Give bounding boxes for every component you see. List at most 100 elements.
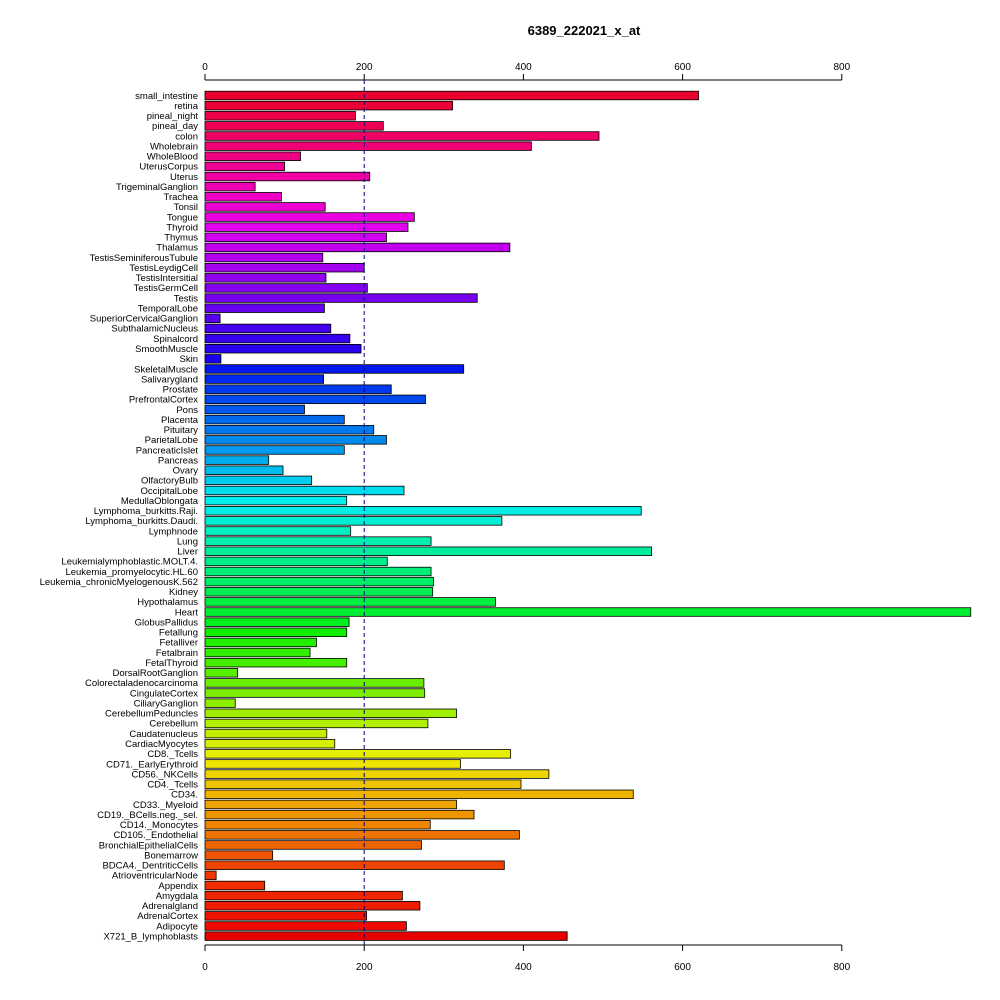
bar-colon xyxy=(204,131,600,141)
category-label-Fetallung: Fetallung xyxy=(159,628,198,639)
category-label-CD56._NKCells: CD56._NKCells xyxy=(131,769,198,780)
category-label-Hypothalamus: Hypothalamus xyxy=(137,597,198,608)
bar-ParietalLobe xyxy=(204,435,387,445)
bar-SkeletalMuscle xyxy=(204,364,465,374)
category-label-Thyroid: Thyroid xyxy=(166,222,198,233)
bar-CD71._EarlyErythroid xyxy=(204,759,461,769)
bar-CD14._Monocytes xyxy=(204,820,431,830)
category-label-Colorectaladenocarcinoma: Colorectaladenocarcinoma xyxy=(85,678,199,689)
category-label-CD105._Endothelial: CD105._Endothelial xyxy=(113,830,198,841)
category-label-TestisSeminiferousTubule: TestisSeminiferousTubule xyxy=(90,253,198,264)
category-label-Appendix: Appendix xyxy=(158,881,198,892)
bar-TestisIntersitial xyxy=(204,273,327,283)
category-label-colon: colon xyxy=(175,131,198,142)
category-label-Thymus: Thymus xyxy=(164,233,198,244)
bar-OccipitalLobe xyxy=(204,485,405,496)
category-label-Uterus: Uterus xyxy=(170,172,198,183)
category-label-Fetalbrain: Fetalbrain xyxy=(156,648,198,659)
category-label-TrigeminalGanglion: TrigeminalGanglion xyxy=(116,182,198,193)
category-label-Lymphnode: Lymphnode xyxy=(149,526,198,537)
bar-Leukemia_chronicMyelogenousK.562 xyxy=(204,576,434,587)
category-label-OccipitalLobe: OccipitalLobe xyxy=(140,486,198,497)
category-label-SubthalamicNucleus: SubthalamicNucleus xyxy=(111,324,198,335)
category-label-CingulateCortex: CingulateCortex xyxy=(130,688,198,699)
bar-CD34. xyxy=(204,789,634,800)
category-label-SuperiorCervicalGanglion: SuperiorCervicalGanglion xyxy=(90,314,198,325)
category-label-AtrioventricularNode: AtrioventricularNode xyxy=(112,871,198,882)
bar-Wholebrain xyxy=(204,141,532,151)
category-label-pineal_day: pineal_day xyxy=(152,121,198,132)
bar-Skin xyxy=(204,354,222,364)
bar-Prostate xyxy=(204,384,392,394)
category-label-CiliaryGanglion: CiliaryGanglion xyxy=(134,698,198,709)
x-axis-top: 0 200 400 600 800 xyxy=(202,62,851,81)
bar-Adipocyte xyxy=(204,921,407,931)
category-label-ParietalLobe: ParietalLobe xyxy=(145,435,198,446)
category-label-MedullaOblongata: MedullaOblongata xyxy=(121,496,199,507)
category-label-CD71._EarlyErythroid: CD71._EarlyErythroid xyxy=(106,759,198,770)
bar-Ovary xyxy=(204,465,284,475)
bar-Placenta xyxy=(204,414,345,425)
category-label-retina: retina xyxy=(174,101,198,112)
bar-Tongue xyxy=(204,212,415,222)
x-axis-bottom: 0 200 400 600 800 xyxy=(202,944,851,973)
category-label-TemporalLobe: TemporalLobe xyxy=(138,303,198,314)
bar-Cerebellum xyxy=(204,718,429,729)
bar-retina xyxy=(204,100,453,111)
bar-pineal_night xyxy=(204,111,356,121)
category-label-SkeletalMuscle: SkeletalMuscle xyxy=(134,364,198,375)
category-label-Trachea: Trachea xyxy=(164,192,199,203)
bar-CD4._Tcells xyxy=(204,779,522,789)
category-label-Fetalliver: Fetalliver xyxy=(159,638,198,649)
category-label-Adrenalgland: Adrenalgland xyxy=(142,901,198,912)
top-tick-label-800: 800 xyxy=(833,62,850,73)
bar-BronchialEpithelialCells xyxy=(204,840,422,850)
category-label-Lymphoma_burkitts.Raji.: Lymphoma_burkitts.Raji. xyxy=(94,506,198,517)
category-label-Skin: Skin xyxy=(180,354,198,365)
bar-Pons xyxy=(204,404,305,415)
category-label-Placenta: Placenta xyxy=(161,415,199,426)
bar-PancreaticIslet xyxy=(204,445,345,455)
category-label-Salivarygland: Salivarygland xyxy=(141,374,198,385)
bar-GlobusPallidus xyxy=(204,617,350,627)
bar-CD56._NKCells xyxy=(204,769,550,779)
bar-SuperiorCervicalGanglion xyxy=(204,313,221,324)
category-label-Lymphoma_burkitts.Daudi.: Lymphoma_burkitts.Daudi. xyxy=(85,516,198,527)
bar-X721_B_lymphoblasts xyxy=(204,931,568,941)
bar-TrigeminalGanglion xyxy=(204,181,256,192)
bar-SmoothMuscle xyxy=(204,343,362,354)
category-label-TestisGermCell: TestisGermCell xyxy=(134,283,198,294)
bar-CD33._Myeloid xyxy=(204,799,457,810)
category-label-X721_B_lymphoblasts: X721_B_lymphoblasts xyxy=(103,931,198,942)
category-label-CD19._BCells.neg._sel.: CD19._BCells.neg._sel. xyxy=(97,810,198,821)
bar-Thalamus xyxy=(204,242,511,253)
category-label-CD4._Tcells: CD4._Tcells xyxy=(147,780,198,791)
category-label-PancreaticIslet: PancreaticIslet xyxy=(136,445,199,456)
category-label-Pons: Pons xyxy=(176,405,198,416)
category-label-Wholebrain: Wholebrain xyxy=(150,141,198,152)
bar-CerebellumPeduncles xyxy=(204,708,457,719)
bar-UterusCorpus xyxy=(204,161,285,172)
bar-Amygdala xyxy=(204,890,403,901)
top-tick-label-0: 0 xyxy=(202,62,208,73)
category-label-Spinalcord: Spinalcord xyxy=(153,334,198,345)
category-label-Leukemia_promyelocytic.HL.60: Leukemia_promyelocytic.HL.60 xyxy=(65,567,198,578)
bars-group xyxy=(204,90,972,941)
bar-Spinalcord xyxy=(204,333,351,344)
bar-CD105._Endothelial xyxy=(204,830,520,840)
category-label-Tongue: Tongue xyxy=(167,212,198,223)
top-tick-label-600: 600 xyxy=(674,62,691,73)
bar-CiliaryGanglion xyxy=(204,698,236,708)
bar-TestisGermCell xyxy=(204,283,368,293)
bottom-tick-label-800: 800 xyxy=(833,962,850,973)
category-label-Ovary: Ovary xyxy=(173,466,199,477)
category-label-BronchialEpithelialCells: BronchialEpithelialCells xyxy=(99,840,199,851)
bar-Lymphoma_burkitts.Raji. xyxy=(204,506,642,516)
category-label-Prostate: Prostate xyxy=(163,385,198,396)
category-label-Leukemia_chronicMyelogenousK.562: Leukemia_chronicMyelogenousK.562 xyxy=(40,577,198,588)
category-label-Thalamus: Thalamus xyxy=(156,243,198,254)
bottom-tick-label-0: 0 xyxy=(202,962,208,973)
bar-CardiacMyocytes xyxy=(204,738,336,749)
